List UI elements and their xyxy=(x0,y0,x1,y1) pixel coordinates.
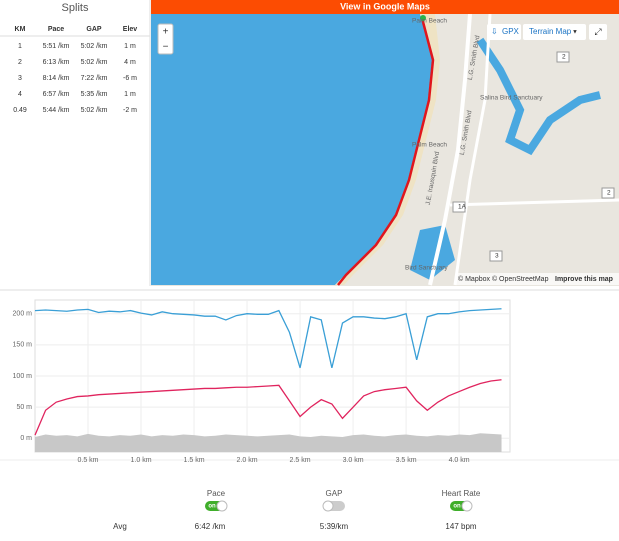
split-cell: 0.49 xyxy=(13,107,27,114)
improve-link[interactable]: Improve this map xyxy=(555,276,613,283)
column-header: Elev xyxy=(123,26,138,33)
split-cell: -2 m xyxy=(123,107,137,114)
zoom-control xyxy=(157,23,174,55)
sea xyxy=(151,14,432,285)
start-marker xyxy=(420,15,426,21)
map-label: 3 xyxy=(495,253,499,260)
map: + − GPX ⇩ Terrain Map ▼ ⤢ © Mapbox © Ope… xyxy=(151,0,619,286)
x-tick-label: 1.0 km xyxy=(131,457,152,464)
split-cell: 2 xyxy=(18,59,22,66)
y-tick-label: 150 m xyxy=(13,342,33,349)
y-tick-label: 50 m xyxy=(16,404,32,411)
road-shield xyxy=(556,51,570,63)
map-label: Bird Sanctuary xyxy=(405,265,448,272)
map-label: 2 xyxy=(607,190,611,197)
toggle-knob xyxy=(461,500,473,512)
x-tick-label: 1.5 km xyxy=(184,457,205,464)
zoom-in[interactable]: + xyxy=(163,27,169,38)
map-label: Palm Beach xyxy=(412,18,447,25)
elevation-area xyxy=(35,433,502,452)
avg-cell: Avg xyxy=(113,522,127,531)
map-label: Palm Beach xyxy=(412,142,447,149)
sanctuary-water xyxy=(410,225,455,280)
avg-cell: 5:39/km xyxy=(320,522,349,531)
banner-text[interactable]: View in Google Maps xyxy=(340,1,430,11)
split-cell: 1 m xyxy=(124,43,136,50)
y-tick-label: 0 m xyxy=(20,435,32,442)
column-header: KM xyxy=(15,26,26,33)
x-tick-label: 2.5 km xyxy=(290,457,311,464)
avg-cell: 147 bpm xyxy=(445,522,476,531)
lagoon xyxy=(476,37,601,156)
toggle-label: Heart Rate xyxy=(442,489,481,498)
fullscreen-button[interactable] xyxy=(589,24,607,40)
split-cell: 5:02 /km xyxy=(81,43,108,50)
column-header: Pace xyxy=(48,26,64,33)
route xyxy=(337,17,435,286)
toggle-knob xyxy=(322,500,334,512)
gpx-label[interactable]: GPX xyxy=(502,27,520,36)
layer-button[interactable] xyxy=(523,24,586,40)
series-line xyxy=(34,379,502,436)
map-label: 2 xyxy=(562,54,566,61)
avg-cell: 6:42 /km xyxy=(195,522,226,531)
split-cell: 5:51 /km xyxy=(43,43,70,50)
road xyxy=(428,13,472,286)
split-cell: 7:22 /km xyxy=(81,75,108,82)
google-maps-banner[interactable] xyxy=(151,0,619,14)
road xyxy=(449,198,619,207)
fullscreen-icon: ⤢ xyxy=(593,26,601,36)
splits-panel xyxy=(0,0,150,286)
caret: ▼ xyxy=(572,30,578,36)
splits-title: Splits xyxy=(62,2,89,14)
attribution: © Mapbox © OpenStreetMap xyxy=(458,275,549,283)
layer-label[interactable]: Terrain Map xyxy=(529,27,572,36)
split-cell: 5:44 /km xyxy=(43,107,70,114)
toggle-label: GAP xyxy=(326,489,343,498)
split-cell: 5:35 /km xyxy=(81,91,108,98)
split-cell: 6:57 /km xyxy=(43,91,70,98)
split-cell: 5:02 /km xyxy=(81,59,108,66)
attribution-bg xyxy=(456,273,619,285)
x-tick-label: 3.0 km xyxy=(343,457,364,464)
column-header: GAP xyxy=(86,26,102,33)
split-cell: -6 m xyxy=(123,75,137,82)
beach xyxy=(335,14,440,285)
split-cell: 6:13 /km xyxy=(43,59,70,66)
y-tick-label: 200 m xyxy=(13,311,33,318)
x-tick-label: 0.5 km xyxy=(78,457,99,464)
series-line xyxy=(34,308,502,369)
split-cell: 5:02 /km xyxy=(81,107,108,114)
toggle-knob xyxy=(216,500,228,512)
road xyxy=(453,13,492,286)
x-tick-label: 2.0 km xyxy=(237,457,258,464)
x-tick-label: 4.0 km xyxy=(449,457,470,464)
gpx-button[interactable] xyxy=(487,24,521,40)
road-shield xyxy=(489,250,503,262)
download-icon: ⇩ xyxy=(491,27,498,36)
map-label: Salina Bird Sanctuary xyxy=(480,95,543,102)
road-shield xyxy=(601,187,615,199)
split-cell: 3 xyxy=(18,75,22,82)
toggle-label: Pace xyxy=(207,489,226,498)
toggle-state: on xyxy=(208,504,216,510)
toggle-state: on xyxy=(453,504,461,510)
split-cell: 4 m xyxy=(124,59,136,66)
zoom-out[interactable]: − xyxy=(163,42,169,53)
split-cell: 8:14 /km xyxy=(43,75,70,82)
split-cell: 1 xyxy=(18,43,22,50)
road-shield xyxy=(452,201,466,213)
split-cell: 1 m xyxy=(124,91,136,98)
y-tick-label: 100 m xyxy=(13,373,33,380)
split-cell: 4 xyxy=(18,91,22,98)
map-label: 1A xyxy=(458,204,467,211)
x-tick-label: 3.5 km xyxy=(396,457,417,464)
